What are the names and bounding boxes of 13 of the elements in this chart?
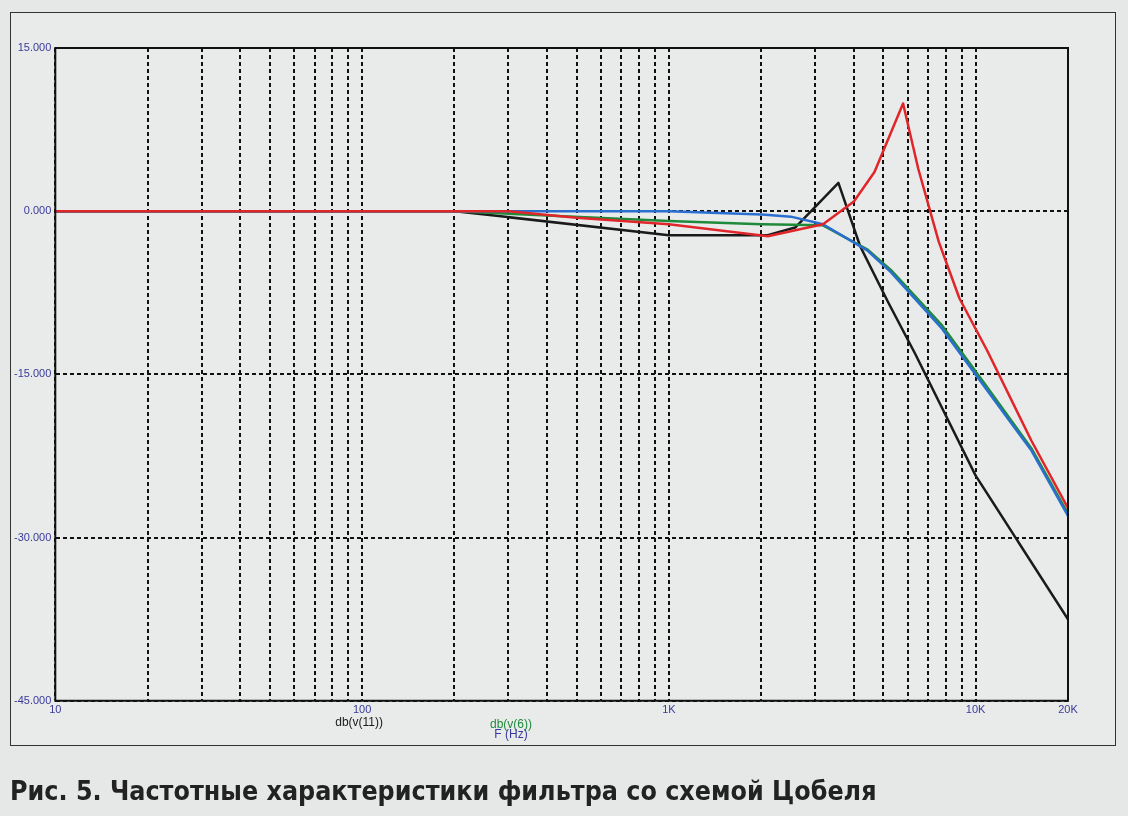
x-tick-label: 10K [965, 703, 987, 716]
y-tick-label: 15.000 [17, 41, 52, 54]
x-tick-label: 1K [662, 703, 677, 716]
y-tick-label: 0.000 [23, 204, 52, 217]
y-tick-label: -30.000 [14, 530, 52, 543]
text: Рис. 5. Частотные характеристики фильтра со схемой Цобеля [10, 776, 877, 806]
x-tick-label: 100 [352, 703, 372, 716]
x-tick-label: 20K [1058, 703, 1079, 716]
text: db(v(6)) [490, 717, 533, 732]
text: db(v(11)) [335, 715, 384, 730]
y-tick-label: -15.000 [14, 367, 52, 380]
y-tick-label: -45.000 [14, 693, 52, 706]
x-tick-label: 10 [49, 703, 62, 716]
